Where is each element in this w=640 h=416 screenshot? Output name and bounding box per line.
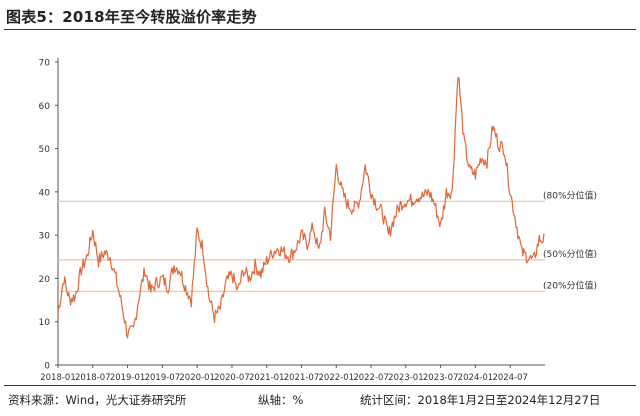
x-tick-label: 2023-01 xyxy=(388,373,424,383)
footer-divider xyxy=(4,385,636,386)
x-tick-label: 2018-01 xyxy=(40,373,76,383)
y-tick-label: 0 xyxy=(44,362,50,372)
x-tick-label: 2019-01 xyxy=(110,373,146,383)
y-tick-label: 10 xyxy=(39,318,51,328)
title-divider xyxy=(4,29,636,30)
x-tick-label: 2019-07 xyxy=(145,373,181,383)
x-tick-label: 2023-07 xyxy=(423,373,459,383)
reference-line-label: (80%分位值) xyxy=(543,189,597,201)
chart-title: 图表5：2018年至今转股溢价率走势 xyxy=(6,8,257,26)
x-tick-label: 2024-07 xyxy=(492,373,528,383)
x-tick-label: 2024-01 xyxy=(458,373,494,383)
y-tick-label: 50 xyxy=(39,145,51,155)
x-tick-label: 2021-07 xyxy=(284,373,320,383)
x-tick-label: 2022-07 xyxy=(353,373,389,383)
y-tick-label: 30 xyxy=(39,232,51,242)
series-line xyxy=(57,76,545,339)
reference-line-label: (20%分位值) xyxy=(543,279,597,291)
x-tick-label: 2021-01 xyxy=(249,373,285,383)
x-tick-label: 2020-01 xyxy=(179,373,215,383)
y-tick-label: 40 xyxy=(39,188,51,198)
y-tick-label: 70 xyxy=(39,59,51,69)
source-note: 资料来源：Wind，光大证券研究所 xyxy=(8,393,187,407)
reference-line-label: (50%分位值) xyxy=(543,248,597,260)
x-tick-label: 2020-07 xyxy=(214,373,250,383)
axis-unit-note: 纵轴：% xyxy=(258,393,304,407)
x-tick-label: 2022-01 xyxy=(319,373,355,383)
y-tick-label: 20 xyxy=(39,275,51,285)
date-range-note: 统计区间：2018年1月2日至2024年12月27日 xyxy=(360,393,601,407)
y-tick-label: 60 xyxy=(39,102,51,112)
premium-rate-line-chart: 0 10 20 30 40 50 60 70 2018-01 2018-07 2019-01 2019… xyxy=(39,58,597,383)
x-tick-label: 2018-07 xyxy=(75,373,111,383)
